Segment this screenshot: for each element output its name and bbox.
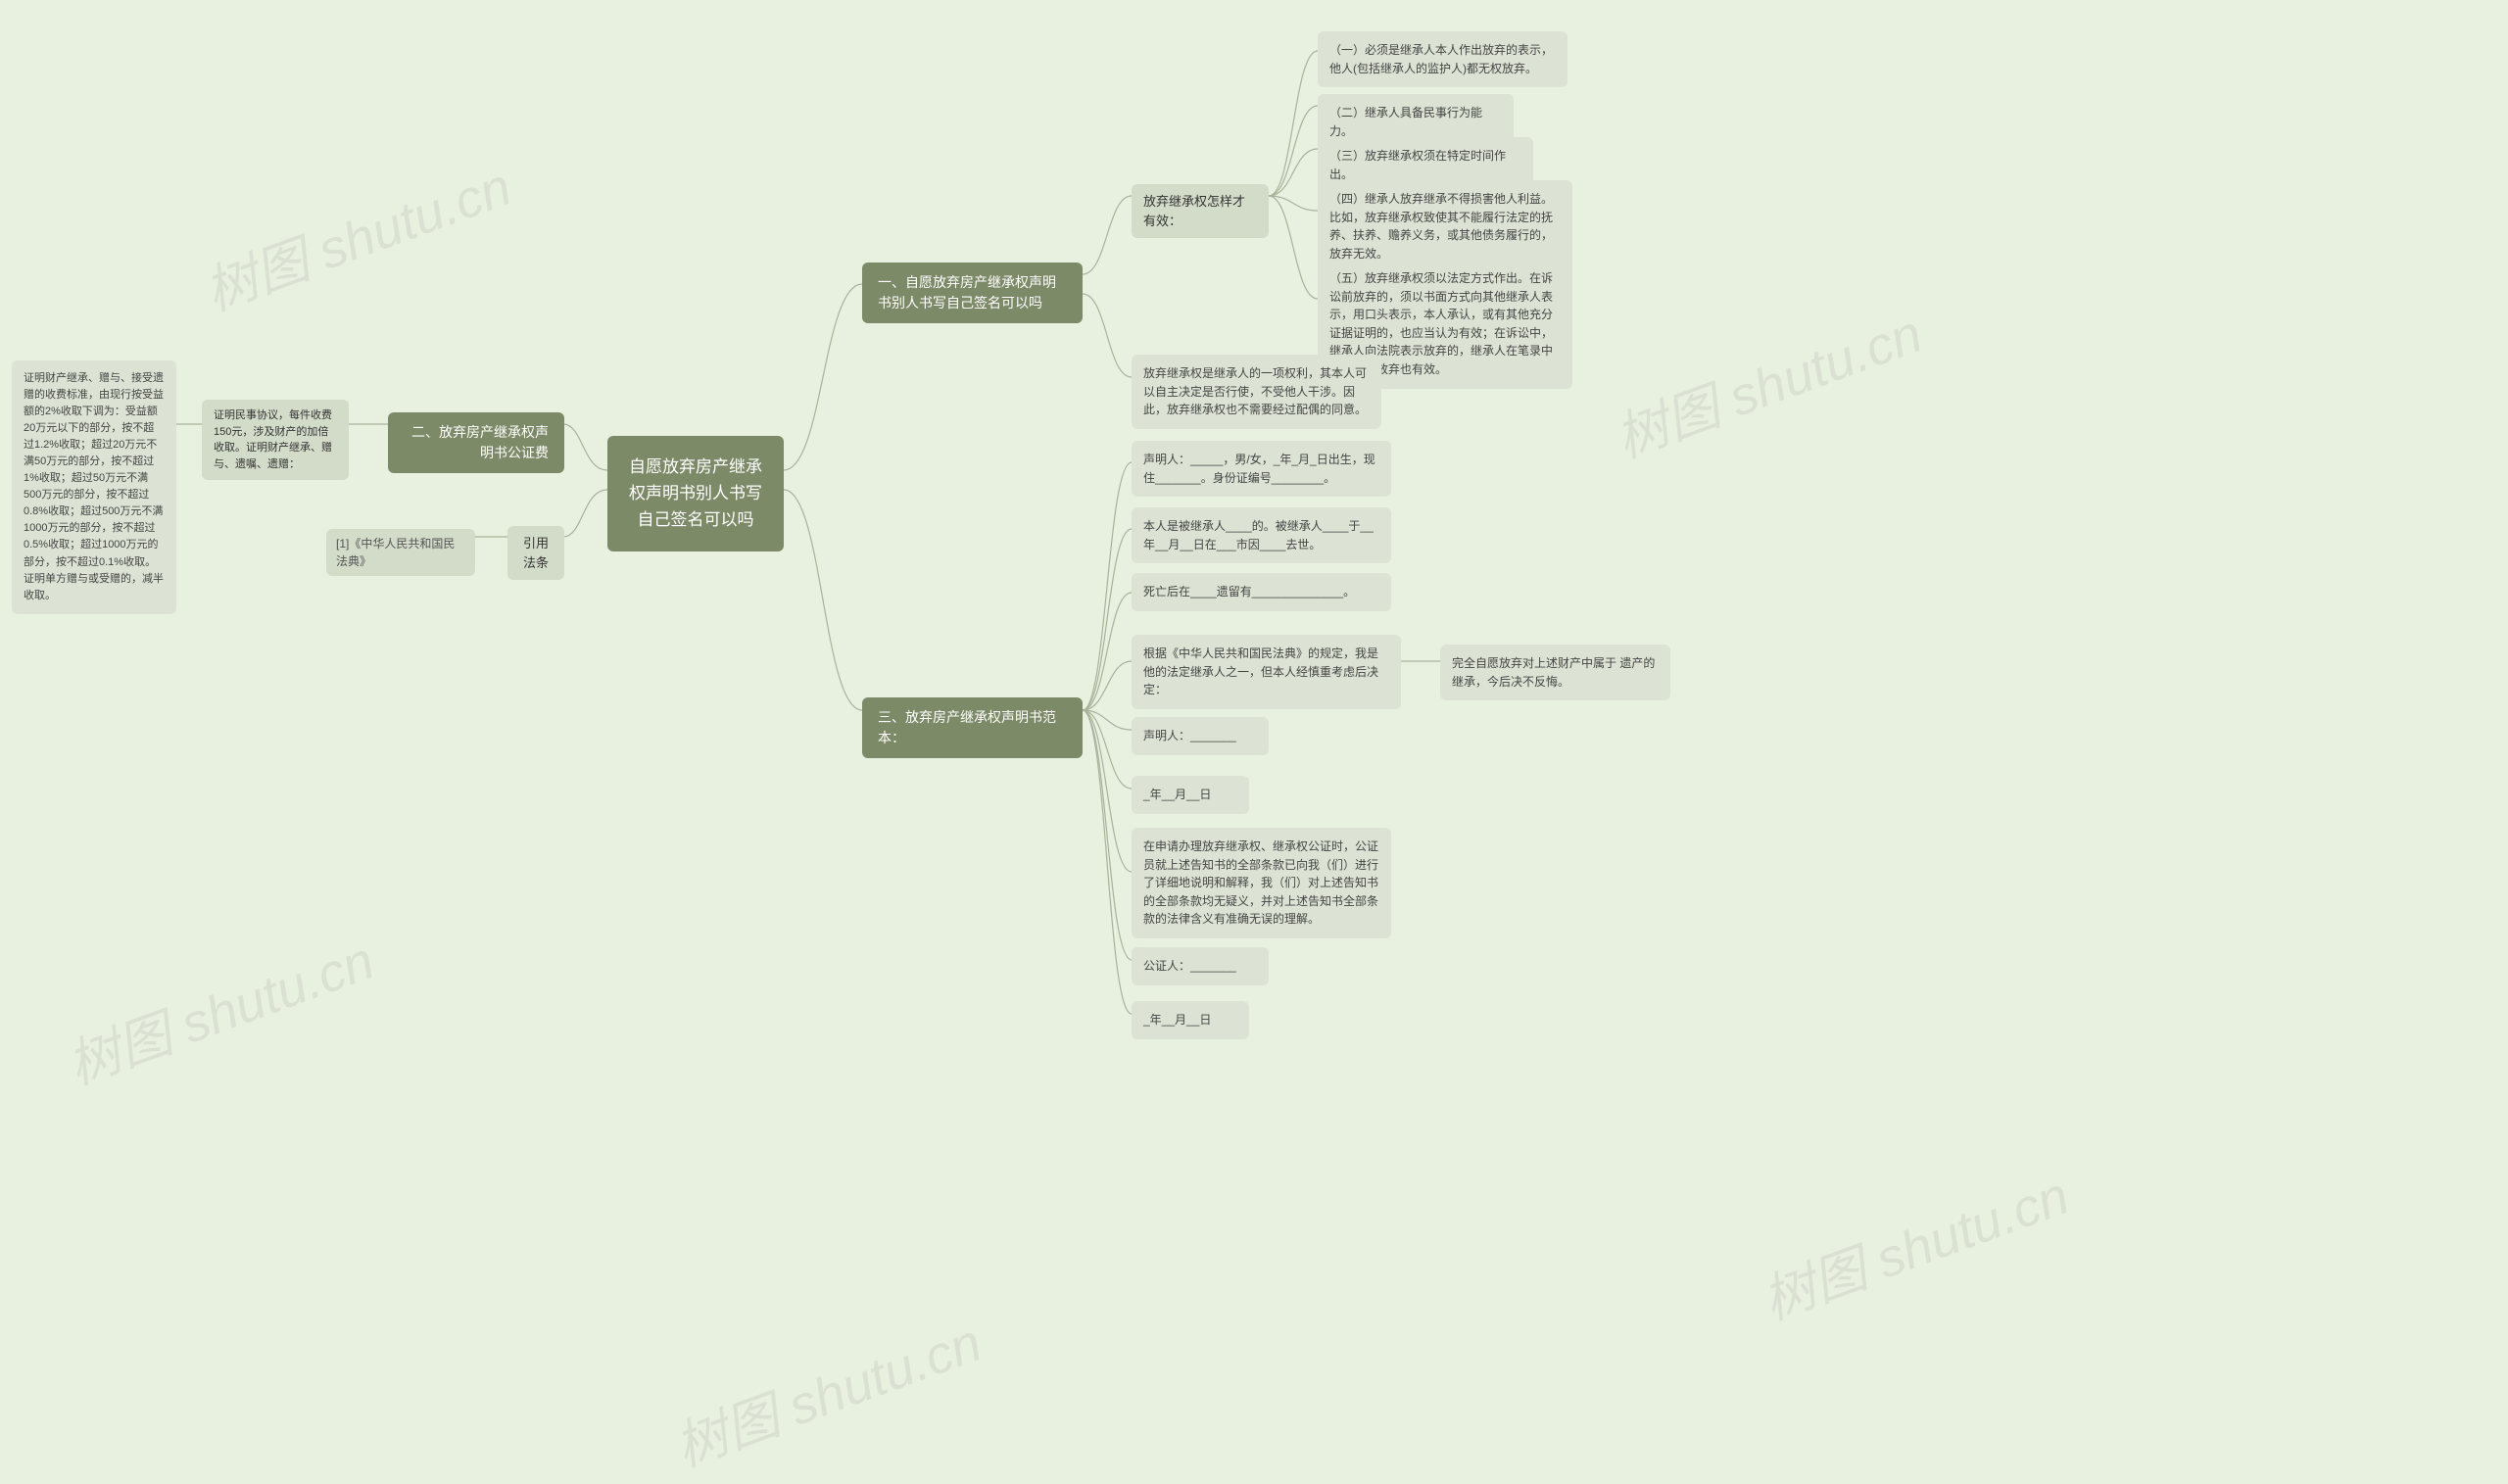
section-3-item-8: _年__月__日: [1132, 1001, 1249, 1039]
section-3-item-3-right: 完全自愿放弃对上述财产中属于 遗产的继承，今后决不反悔。: [1440, 645, 1670, 700]
section-2-sub: 证明民事协议，每件收费150元，涉及财产的加倍收取。证明财产继承、赠与、遗嘱、遗…: [202, 400, 349, 480]
section-3-item-6: 在申请办理放弃继承权、继承权公证时，公证员就上述告知书的全部条款已向我（们）进行…: [1132, 828, 1391, 938]
section-3-item-2: 死亡后在____遗留有______________。: [1132, 573, 1391, 611]
section-1-title: 一、自愿放弃房产继承权声明书别人书写自己签名可以吗: [862, 263, 1083, 323]
section-3-item-5: _年__月__日: [1132, 776, 1249, 814]
section-3-item-7: 公证人：_______: [1132, 947, 1269, 985]
section-3-item-1: 本人是被继承人____的。被继承人____于__年__月__日在___市因___…: [1132, 507, 1391, 563]
section-3-item-3: 根据《中华人民共和国民法典》的规定，我是他的法定继承人之一，但本人经慎重考虑后决…: [1132, 635, 1401, 709]
watermark: 树图 shutu.cn: [1603, 290, 1930, 472]
ref-item: [1]《中华人民共和国民法典》: [326, 529, 475, 576]
ref-title: 引用法条: [507, 526, 564, 580]
watermark: 树图 shutu.cn: [55, 917, 382, 1099]
section-1-item-1: （一）必须是继承人本人作出放弃的表示，他人(包括继承人的监护人)都无权放弃。: [1318, 31, 1568, 87]
watermark: 树图 shutu.cn: [662, 1299, 989, 1481]
section-1-sub2: 放弃继承权是继承人的一项权利，其本人可以自主决定是否行使，不受他人干涉。因此，放…: [1132, 355, 1381, 429]
section-2-detail: 证明财产继承、赠与、接受遗赠的收费标准，由现行按受益额的2%收取下调为：受益额2…: [12, 360, 176, 614]
section-3-item-0: 声明人：_____，男/女，_年_月_日出生，现住_______。身份证编号__…: [1132, 441, 1391, 497]
section-1-sub1: 放弃继承权怎样才有效：: [1132, 184, 1269, 238]
watermark: 树图 shutu.cn: [1750, 1152, 2077, 1334]
root-node: 自愿放弃房产继承权声明书别人书写自己签名可以吗: [607, 436, 784, 551]
section-3-title: 三、放弃房产继承权声明书范本：: [862, 697, 1083, 758]
section-3-item-4: 声明人：_______: [1132, 717, 1269, 755]
watermark: 树图 shutu.cn: [192, 143, 519, 325]
section-2-title: 二、放弃房产继承权声明书公证费: [388, 412, 564, 473]
